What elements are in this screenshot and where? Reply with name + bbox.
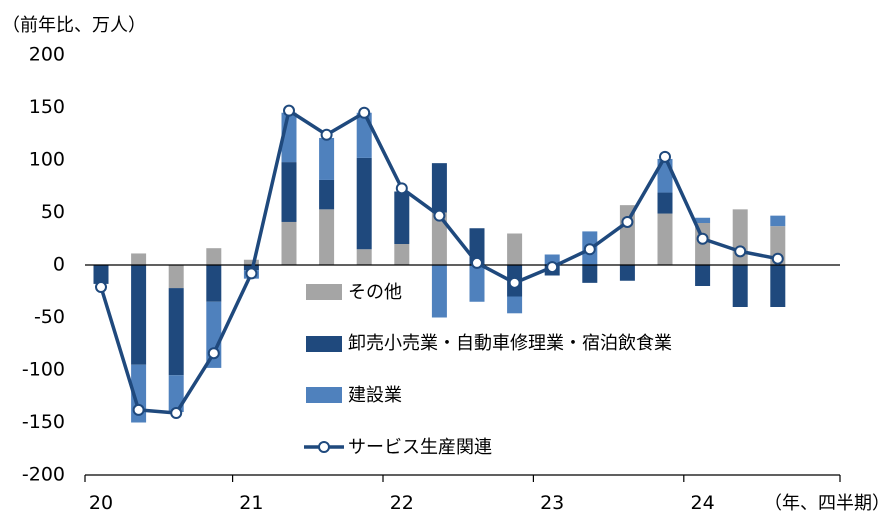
bar-segment (93, 265, 109, 284)
legend-label-service: サービス生産関連 (348, 437, 492, 458)
bar-segment (431, 212, 447, 265)
bar-segment (544, 254, 560, 265)
bar-segment (319, 209, 335, 265)
bar-segment (394, 191, 410, 244)
bar-segment (319, 179, 335, 210)
y-tick-label: -100 (22, 359, 65, 381)
line-point (320, 128, 333, 141)
line-point (471, 256, 483, 269)
bar-segment (695, 265, 711, 286)
x-tick-label: 20 (89, 492, 113, 514)
bar-segment (243, 259, 259, 265)
bar-segment (619, 265, 635, 281)
legend-swatch-other (306, 284, 342, 300)
x-tick-label: 24 (691, 492, 715, 514)
bar-segment (732, 265, 748, 307)
line-point (95, 281, 107, 294)
y-tick-label: 200 (29, 44, 65, 66)
bar-segment (582, 265, 598, 283)
bar-segment (356, 249, 372, 265)
bar-segment (168, 288, 184, 376)
legend-label-construction: 建設業 (348, 385, 402, 406)
bar-segment (770, 215, 786, 227)
line-point (358, 106, 371, 119)
line-point (546, 261, 559, 274)
x-tick-label: 21 (239, 492, 263, 514)
line-point (245, 267, 258, 280)
line-point (734, 245, 747, 258)
bars-group (93, 112, 786, 423)
legend: その他 卸売小売業・自動車修理業・宿泊飲食業 建設業 サービス生産関連 (304, 282, 672, 458)
bar-segment (356, 157, 372, 250)
bar-segment (394, 244, 410, 265)
line-point (170, 407, 183, 420)
y-tick-label: 150 (29, 96, 65, 118)
x-tick-label: 22 (390, 492, 414, 514)
bar-segment (431, 163, 447, 213)
bar-segment (206, 265, 222, 302)
line-point (771, 252, 784, 265)
bar-segment (657, 213, 673, 265)
legend-marker-service (318, 441, 330, 453)
bar-segment (657, 192, 673, 214)
y-tick-label: -50 (34, 306, 65, 328)
line-point (207, 347, 220, 360)
y-tick-label: -150 (22, 411, 65, 433)
bar-segment (131, 253, 147, 265)
y-tick-label: -200 (22, 464, 65, 486)
line-point (283, 104, 295, 117)
y-tick-label: 50 (41, 201, 65, 223)
y-tick-label: 0 (53, 254, 65, 276)
bar-segment (507, 233, 523, 265)
bar-segment (281, 162, 297, 222)
bar-segment (168, 375, 184, 412)
line-series-group (95, 104, 784, 420)
legend-swatch-retail (306, 336, 342, 352)
x-tick-label: 23 (540, 492, 564, 514)
line-point (508, 276, 521, 289)
bar-segment (469, 265, 485, 302)
line-point (659, 150, 671, 163)
line-point (395, 182, 408, 195)
line-point (433, 209, 446, 222)
line-point (621, 215, 634, 228)
line-point (132, 403, 145, 416)
bar-segment (281, 221, 297, 265)
y-tick-label: 100 (29, 149, 65, 171)
x-axis-ticks: 20 21 22 23 24 (84, 475, 841, 514)
bar-segment (695, 217, 711, 223)
bar-segment (770, 265, 786, 307)
bar-segment (507, 296, 523, 314)
y-axis-ticks: 200 150 100 50 0 -50 -100 -150 -200 (22, 44, 65, 486)
y-axis-unit-label: （前年比、万人） (2, 15, 146, 36)
legend-swatch-construction (306, 387, 342, 403)
legend-label-retail: 卸売小売業・自動車修理業・宿泊飲食業 (348, 333, 672, 354)
x-axis-unit-label: （年、四半期） (764, 493, 890, 514)
bar-segment (131, 265, 147, 365)
legend-label-other: その他 (348, 282, 402, 303)
bar-segment (168, 265, 184, 289)
bar-segment (206, 248, 222, 265)
bar-segment (319, 137, 335, 180)
line-point (583, 243, 596, 256)
bar-segment (431, 265, 447, 318)
line-point (696, 232, 709, 245)
